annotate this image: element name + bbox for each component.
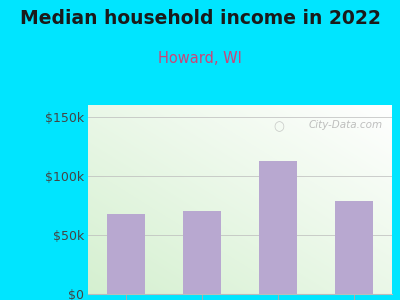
Text: ○: ○ (274, 120, 284, 133)
Text: Median household income in 2022: Median household income in 2022 (20, 9, 380, 28)
Bar (183, 211, 221, 294)
Text: City-Data.com: City-Data.com (309, 120, 383, 130)
Bar (335, 201, 373, 294)
Text: Howard, WI: Howard, WI (158, 51, 242, 66)
Bar (107, 214, 145, 294)
Bar (259, 160, 297, 294)
